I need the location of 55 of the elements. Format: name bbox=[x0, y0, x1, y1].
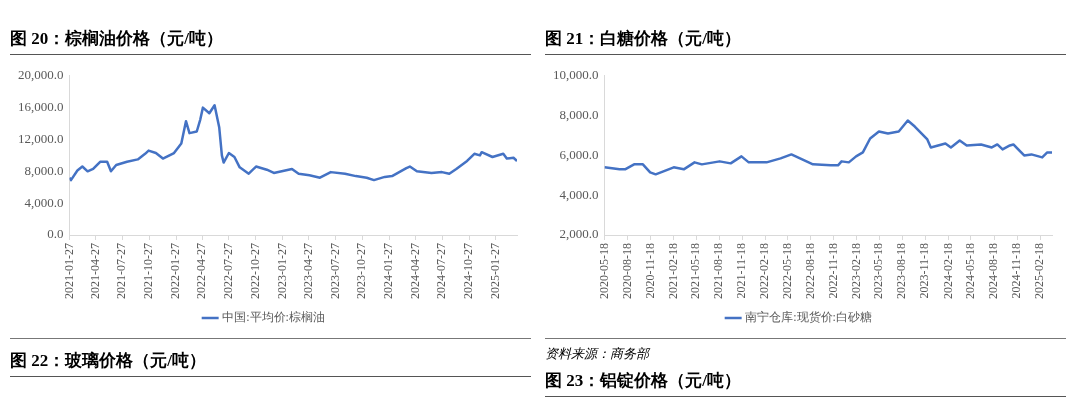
x-tick-label: 2021-08-18 bbox=[711, 243, 726, 300]
x-tick-label: 2024-02-18 bbox=[940, 243, 955, 300]
x-tick-label: 2022-11-18 bbox=[825, 243, 840, 299]
x-tick-label: 2020-05-18 bbox=[596, 243, 611, 300]
x-tick-label: 2023-08-18 bbox=[894, 243, 909, 300]
chart-title: 图 20：棕榈油价格（元/吨） bbox=[10, 27, 531, 55]
x-tick-label: 2022-02-18 bbox=[757, 243, 772, 300]
x-tick-label: 2020-11-18 bbox=[642, 243, 657, 299]
y-tick-label: 6,000.0 bbox=[559, 146, 599, 162]
x-tick-label: 2022-04-27 bbox=[194, 243, 209, 300]
x-tick-label: 2023-11-18 bbox=[917, 243, 932, 299]
x-tick-label: 2022-05-18 bbox=[779, 243, 794, 300]
x-tick-label: 2023-02-18 bbox=[849, 243, 863, 300]
legend-label: 中国:平均价:棕榈油 bbox=[222, 310, 325, 325]
x-tick-label: 2025-01-27 bbox=[488, 243, 503, 300]
y-tick-label: 4,000.0 bbox=[559, 186, 599, 202]
y-tick-label: 20,000.0 bbox=[18, 67, 64, 83]
y-tick-label: 8,000.0 bbox=[24, 162, 64, 178]
y-tick-label: 4,000.0 bbox=[24, 194, 64, 210]
x-tick-label: 2024-11-18 bbox=[1009, 243, 1024, 299]
x-tick-label: 2021-01-27 bbox=[61, 243, 76, 300]
x-tick-label: 2021-11-18 bbox=[734, 243, 749, 299]
legend-label: 南宁仓库:现货价:白砂糖 bbox=[745, 310, 872, 325]
x-tick-label: 2024-07-27 bbox=[434, 243, 449, 300]
x-tick-label: 2024-05-18 bbox=[963, 243, 978, 300]
x-tick-label: 2021-05-18 bbox=[688, 243, 703, 300]
x-tick-label: 2022-07-27 bbox=[221, 243, 236, 300]
y-tick-label: 8,000.0 bbox=[559, 107, 599, 123]
x-tick-label: 2022-10-27 bbox=[247, 243, 262, 300]
x-tick-label: 2024-08-18 bbox=[986, 243, 1001, 300]
x-tick-label: 2025-02-18 bbox=[1032, 243, 1047, 300]
x-tick-label: 2023-07-27 bbox=[327, 243, 342, 300]
x-tick-label: 2020-08-18 bbox=[619, 243, 634, 300]
caption: 图 22：玻璃价格（元/吨） bbox=[10, 349, 531, 377]
x-tick-label: 2023-01-27 bbox=[274, 243, 289, 300]
x-tick-label: 2021-02-18 bbox=[665, 243, 680, 300]
x-tick-label: 2021-07-27 bbox=[114, 243, 129, 300]
x-tick-label: 2024-10-27 bbox=[461, 243, 476, 300]
x-tick-label: 2022-08-18 bbox=[802, 243, 817, 300]
x-tick-label: 2024-04-27 bbox=[407, 243, 422, 300]
x-tick-label: 2022-01-27 bbox=[168, 243, 183, 300]
x-tick-label: 2023-04-27 bbox=[301, 243, 316, 300]
chart-title: 图 21：白糖价格（元/吨） bbox=[545, 27, 1066, 55]
y-tick-label: 0.0 bbox=[47, 226, 64, 242]
caption: 图 23：铝锭价格（元/吨） bbox=[545, 369, 1066, 397]
x-tick-label: 2024-01-27 bbox=[381, 243, 396, 300]
x-tick-label: 2023-05-18 bbox=[871, 243, 886, 300]
x-tick-label: 2021-04-27 bbox=[87, 243, 102, 300]
y-tick-label: 12,000.0 bbox=[18, 130, 64, 146]
y-tick-label: 2,000.0 bbox=[559, 226, 599, 242]
x-tick-label: 2021-10-27 bbox=[141, 243, 156, 300]
x-tick-label: 2023-10-27 bbox=[354, 243, 369, 300]
y-tick-label: 16,000.0 bbox=[18, 99, 64, 115]
y-tick-label: 10,000.0 bbox=[553, 67, 599, 83]
text: 资料来源：商务部 bbox=[545, 345, 652, 363]
